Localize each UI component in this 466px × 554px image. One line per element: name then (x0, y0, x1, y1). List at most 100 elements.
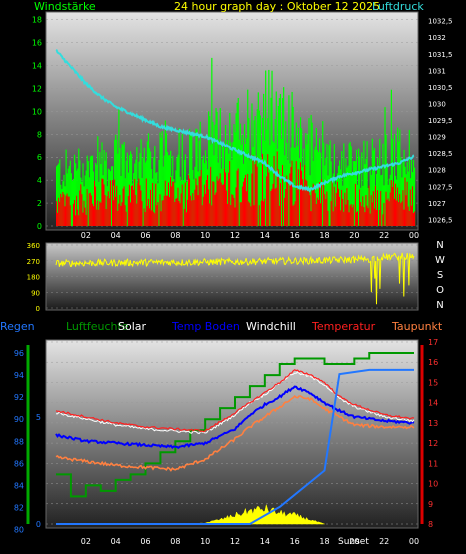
avg-bar (237, 168, 239, 226)
gust-bar (202, 155, 204, 226)
avg-bar (82, 212, 84, 226)
gust-bar (339, 160, 341, 226)
avg-bar (144, 211, 146, 226)
avg-bar (181, 184, 183, 226)
gust-bar (90, 155, 93, 226)
avg-bar (261, 153, 264, 226)
avg-bar (326, 191, 328, 226)
gust-bar (110, 166, 113, 226)
humidity-tick-label: 90 (14, 415, 24, 424)
avg-bar (346, 188, 348, 226)
avg-bar (132, 185, 134, 226)
avg-bar (215, 192, 217, 226)
avg-bar (218, 178, 220, 226)
avg-bar (194, 189, 196, 226)
avg-bar (287, 180, 289, 226)
gust-bar (87, 161, 89, 226)
avg-bar (333, 186, 335, 226)
avg-bar (205, 179, 208, 226)
avg-bar (105, 209, 107, 226)
avg-bar (388, 201, 390, 226)
avg-bar (79, 190, 81, 226)
gust-bar (125, 160, 127, 226)
avg-bar (278, 205, 281, 226)
direction-tick-label: 180 (27, 274, 40, 282)
gust-bar (403, 149, 405, 226)
avg-bar (285, 189, 287, 226)
gust-bar (59, 159, 61, 226)
avg-bar (203, 184, 206, 226)
humidity-tick-label: 96 (14, 349, 24, 358)
avg-bar (64, 206, 66, 226)
gust-bar (248, 118, 250, 226)
avg-bar (65, 195, 67, 226)
avg-bar (239, 202, 241, 226)
avg-bar (242, 181, 245, 226)
avg-bar (193, 200, 195, 226)
temp-tick-label: 9 (428, 500, 433, 509)
x-tick-label: 16 (290, 537, 300, 546)
x-tick-label: 02 (81, 231, 91, 240)
compass-label: O (436, 285, 444, 296)
avg-bar (311, 190, 313, 226)
wind-axis-ticks: 0246810121416181026,510271027,510281028,… (32, 16, 453, 240)
gust-bar (164, 120, 166, 226)
avg-bar (119, 194, 121, 226)
avg-bar (101, 178, 103, 226)
gust-bar (64, 186, 66, 226)
avg-bar (380, 190, 382, 226)
avg-bar (201, 205, 203, 226)
avg-bar (117, 210, 119, 226)
avg-bar (156, 205, 158, 226)
avg-bar (153, 211, 155, 226)
gust-bar (281, 98, 284, 226)
avg-bar (349, 205, 351, 226)
avg-bar (359, 189, 361, 226)
gust-bar (78, 148, 80, 226)
x-tick-label: 14 (260, 231, 270, 240)
avg-bar (160, 211, 162, 226)
avg-bar (309, 195, 311, 226)
gust-bar (70, 173, 72, 226)
gust-bar (199, 121, 201, 226)
avg-bar (102, 178, 104, 226)
gust-bar (265, 70, 267, 226)
avg-bar (118, 203, 120, 226)
x-tick-label: 22 (379, 537, 389, 546)
avg-bar (302, 179, 304, 226)
y-tick-label: 12 (32, 84, 42, 93)
gust-bar (240, 144, 243, 226)
avg-bar (374, 185, 377, 226)
avg-bar (147, 198, 150, 226)
avg-bar (106, 196, 108, 226)
x-tick-label: 04 (111, 537, 121, 546)
gust-bar (271, 70, 273, 226)
avg-bar (113, 200, 115, 226)
temp-tick-label: 15 (428, 378, 438, 387)
compass-label: N (436, 240, 443, 251)
avg-bar (209, 203, 211, 226)
humidity-tick-label: 94 (14, 371, 24, 380)
gust-bar (398, 141, 400, 226)
avg-bar (411, 186, 414, 226)
gust-bar (352, 160, 354, 226)
avg-bar (250, 206, 252, 226)
gust-bar (100, 163, 102, 226)
avg-bar (382, 214, 384, 226)
avg-bar (129, 202, 132, 226)
temp-tick-label: 17 (428, 338, 438, 347)
avg-bar (99, 201, 101, 226)
avg-bar (351, 207, 353, 226)
avg-bar (189, 178, 191, 226)
gust-bar (279, 93, 282, 227)
avg-bar (80, 184, 82, 226)
gust-bar (117, 153, 119, 226)
gust-bar (329, 140, 331, 226)
avg-bar (363, 207, 365, 226)
gust-bar (367, 187, 369, 226)
x-tick-label: 16 (290, 231, 300, 240)
avg-bar (307, 191, 309, 226)
avg-bar (174, 201, 176, 226)
avg-bar (310, 211, 312, 226)
avg-bar (305, 179, 307, 226)
